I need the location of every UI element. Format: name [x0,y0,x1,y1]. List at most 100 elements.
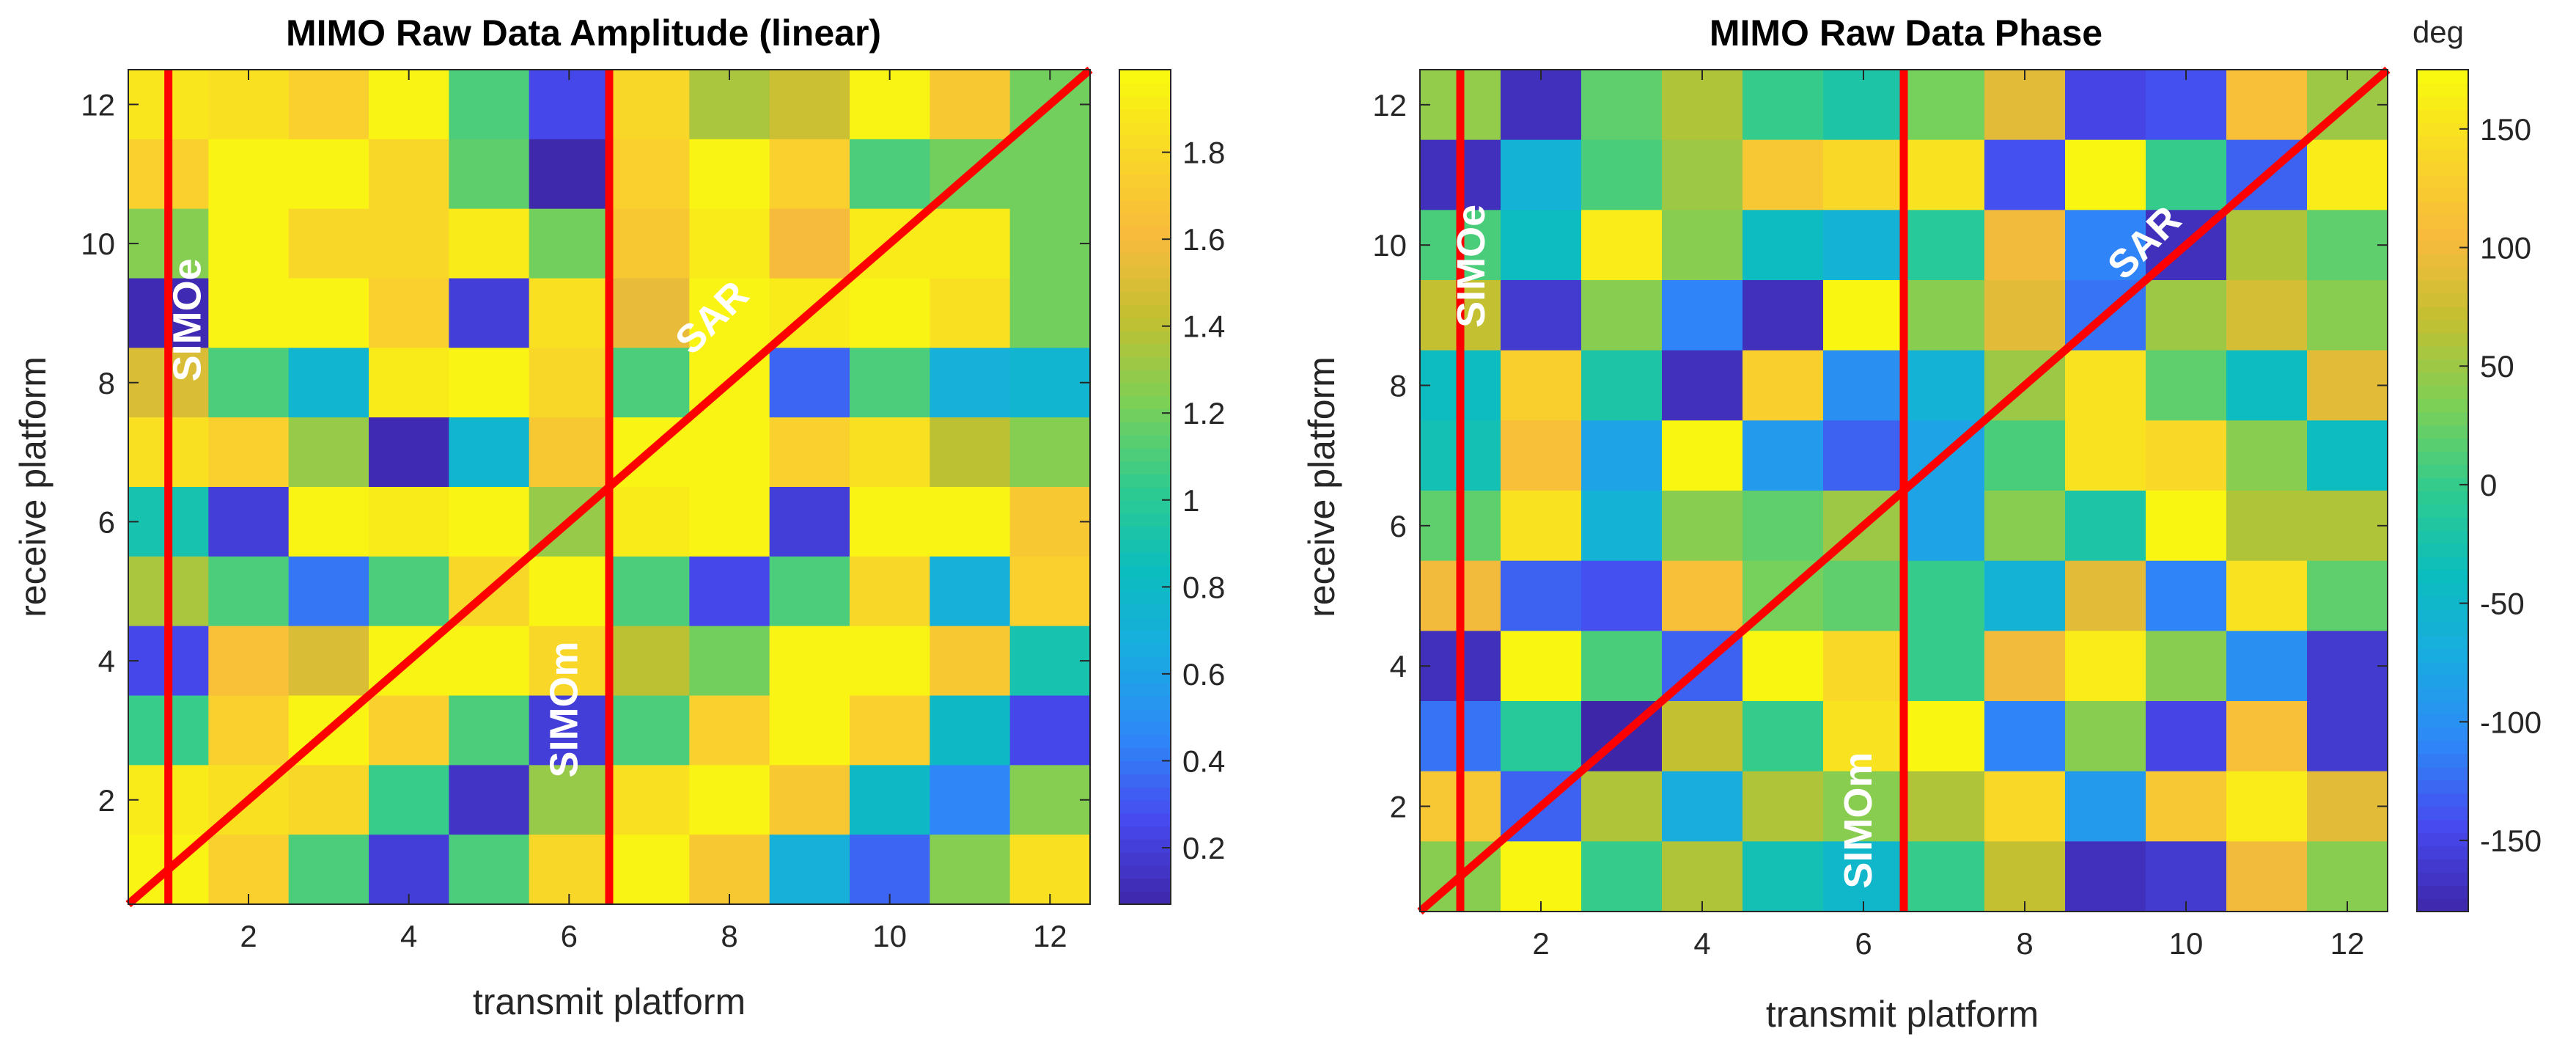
heatmap-cell [930,765,1011,835]
colorbar-segment [1119,682,1171,697]
heatmap-cell [208,487,290,557]
heatmap-cell [609,208,690,279]
heatmap-cell [689,417,770,488]
heatmap-cell [1501,420,1582,491]
heatmap-cell [2065,841,2146,912]
colorbar-frame [1119,69,1171,905]
heatmap-cell [850,556,930,627]
colorbar-segment [2417,609,2468,623]
heatmap-cell [288,835,369,905]
colorbar-segment [2417,622,2468,637]
heatmap-cell [529,695,610,766]
heatmap-cell [1743,350,1824,421]
heatmap-cell [2146,841,2227,912]
colorbar-segment [1119,656,1171,670]
heatmap-cell [369,139,449,210]
heatmap-cell [1743,701,1824,772]
heatmap-cell [1904,70,1985,141]
y-tick-label: 2 [98,783,115,818]
heatmap-cell [1823,841,1905,912]
heatmap-cell [1823,280,1905,351]
heatmap-cell [1904,491,1985,562]
y-tick-label: 4 [98,644,115,678]
colorbar-segment [2417,543,2468,557]
colorbar-segment [2417,688,2468,702]
heatmap-cell [1904,139,1985,210]
colorbar-segment [1119,213,1171,227]
colorbar-tick-label: 0.4 [1182,744,1225,778]
heatmap-cell [930,487,1011,557]
x-tick-label: 10 [2169,926,2204,961]
heatmap-cell [930,208,1011,279]
heatmap-cell [689,208,770,279]
heatmap-cell [1501,491,1582,562]
colorbar-segment [2417,214,2468,229]
heatmap-cell [2065,491,2146,562]
x-tick-label: 2 [1532,926,1549,961]
colorbar-segment [2417,491,2468,505]
heatmap-cell [449,70,530,140]
colorbar-segment [1119,865,1171,879]
y-tick-label: 12 [81,87,115,122]
heatmap-cell [850,835,930,905]
heatmap-cell [1823,210,1905,281]
heatmap-cell [769,139,850,210]
colorbar-segment [2417,293,2468,307]
colorbar-segment [2417,82,2468,97]
colorbar-segment [2417,859,2468,873]
heatmap-cell [1009,835,1091,905]
colorbar-tick-label: 100 [2480,231,2531,265]
heatmap-cell [1009,348,1091,418]
colorbar-segment [1119,891,1171,905]
heatmap-cell [2226,280,2308,351]
heatmap-cell [1581,491,1663,562]
colorbar-segment [1119,330,1171,345]
colorbar-segment [2417,332,2468,347]
heatmap-cell [2307,491,2388,562]
colorbar-segment [1119,239,1171,253]
heatmap-cell [449,208,530,279]
heatmap-cell [930,695,1011,766]
heatmap-cell [2146,70,2227,141]
colorbar-segment [2417,70,2468,84]
heatmap-cell [609,835,690,905]
colorbar-segment [2417,780,2468,794]
heatmap-cell [288,278,369,348]
heatmap-cell [2065,420,2146,491]
colorbar-segment [1119,408,1171,422]
heatmap-cell [689,278,770,348]
colorbar-segment [2417,885,2468,899]
heatmap-cell [369,417,449,488]
heatmap-cell [1823,70,1905,141]
y-tick-label: 6 [98,505,115,539]
x-tick-label: 10 [872,919,907,953]
colorbar-segment [1119,513,1171,527]
heatmap-cell [449,695,530,766]
heatmap-cell [769,348,850,418]
colorbar-tick-label: 1.8 [1182,136,1225,170]
heatmap-cell [769,835,850,905]
colorbar-frame [2416,69,2469,912]
heatmap-cell [769,765,850,835]
heatmap-cell [288,348,369,418]
colorbar-segment [2417,425,2468,439]
heatmap-cell [769,487,850,557]
colorbar-segment [1119,591,1171,605]
x-tick-label: 8 [2016,926,2033,961]
heatmap-cell [1581,771,1663,842]
colorbar-segment [2417,503,2468,518]
colorbar-segment [1119,252,1171,266]
colorbar-segment [1119,565,1171,579]
colorbar-segment [2417,595,2468,610]
colorbar-segment [1119,747,1171,762]
heatmap-cell [288,139,369,210]
heatmap-cell [1581,420,1663,491]
heatmap-cell [2307,139,2388,210]
heatmap-cell [2065,771,2146,842]
heatmap-cell [1662,701,1743,772]
heatmap-cell [1662,280,1743,351]
x-tick-label: 2 [240,919,257,953]
heatmap-cell [850,417,930,488]
heatmap-cell [1009,556,1091,627]
heatmap-cell [529,70,610,140]
